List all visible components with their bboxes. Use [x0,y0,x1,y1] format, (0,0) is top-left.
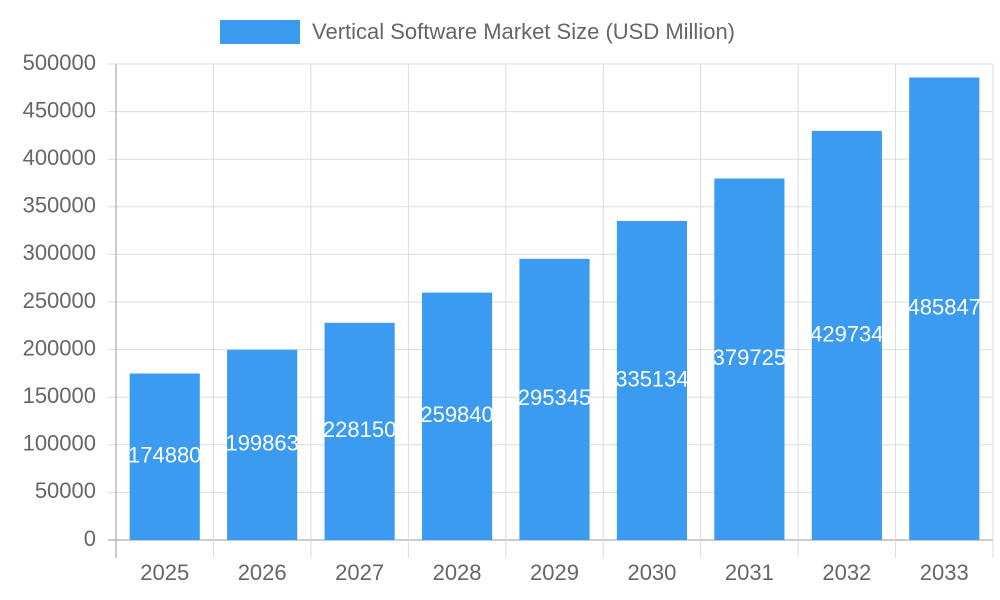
data-label: 429734 [810,321,883,346]
y-tick-label: 300000 [23,240,96,265]
x-tick-label: 2027 [335,560,384,585]
bar [714,178,785,540]
bar [811,130,882,540]
data-label: 379725 [713,345,786,370]
bar [909,77,980,540]
y-tick-label: 500000 [23,50,96,75]
x-tick-label: 2031 [725,560,774,585]
x-tick-label: 2025 [140,560,189,585]
data-label: 259840 [420,402,493,427]
bar [227,349,298,540]
data-label: 335134 [615,366,688,391]
x-tick-label: 2033 [920,560,969,585]
y-tick-label: 450000 [23,97,96,122]
x-tick-label: 2030 [627,560,676,585]
x-tick-label: 2026 [238,560,287,585]
x-tick-label: 2029 [530,560,579,585]
bar [616,220,688,540]
bar [324,322,395,540]
legend-swatch [220,20,300,44]
bar [129,373,200,540]
x-tick-label: 2032 [822,560,871,585]
data-label: 295345 [518,385,591,410]
x-tick-label: 2028 [433,560,482,585]
y-tick-label: 150000 [23,383,96,408]
y-tick-label: 350000 [23,193,96,218]
data-label: 174880 [128,443,201,468]
bar [421,292,493,540]
y-tick-label: 100000 [23,431,96,456]
legend-label: Vertical Software Market Size (USD Milli… [312,19,735,44]
y-tick-label: 0 [84,526,96,551]
y-tick-label: 200000 [23,335,96,360]
y-tick-label: 250000 [23,288,96,313]
data-label: 485847 [908,295,981,320]
bar [519,258,590,540]
data-label: 199863 [225,431,298,456]
y-tick-label: 400000 [23,145,96,170]
y-tick-label: 50000 [35,478,96,503]
data-label: 228150 [323,417,396,442]
